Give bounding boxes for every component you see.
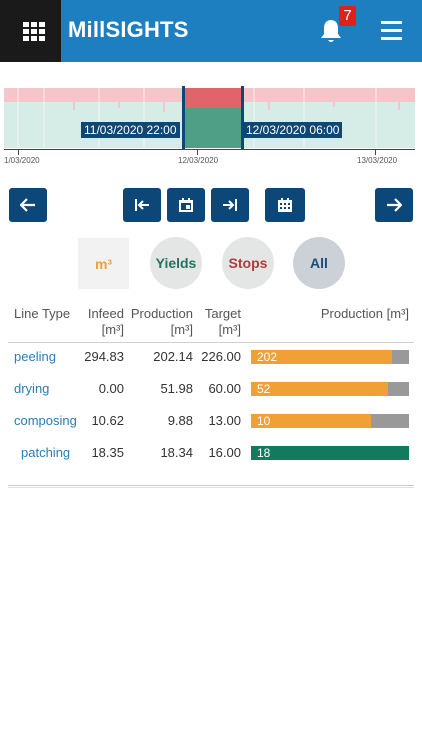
production-bar-label: 18: [257, 446, 271, 460]
column-header-infeed: Infeed: [87, 306, 124, 321]
production-bar: 202: [251, 350, 409, 364]
app-header: MillSIGHTS 7: [0, 0, 422, 62]
skip-start-icon: [135, 199, 149, 211]
bell-icon: [321, 20, 341, 42]
previous-button[interactable]: [9, 188, 47, 222]
production-bar-fill: [251, 414, 372, 428]
timeline-selection[interactable]: [184, 88, 242, 148]
line-type-link[interactable]: composing: [14, 413, 77, 428]
target-value: 16.00: [208, 445, 241, 460]
timeline-axis: [4, 149, 415, 150]
timeline-tick-label: 1/03/2020: [4, 156, 40, 165]
line-type-link[interactable]: peeling: [14, 349, 56, 364]
target-value: 60.00: [208, 381, 241, 396]
production-bar-fill: [251, 446, 409, 460]
timeline-chart[interactable]: 11/03/2020 22:00 12/03/2020 06:00 1/03/2…: [0, 82, 422, 172]
production-bar-label: 202: [257, 350, 278, 364]
calendar-grid-icon: [278, 198, 292, 212]
column-header-infeed-unit: [m³]: [101, 322, 124, 337]
skip-end-icon: [223, 199, 237, 211]
table-footer-divider: [8, 485, 414, 486]
production-value: 51.98: [160, 381, 193, 396]
infeed-value: 18.35: [91, 445, 124, 460]
timeline-tick-label: 13/03/2020: [357, 156, 398, 165]
column-header-production: Production: [130, 306, 193, 321]
filter-all-button[interactable]: All: [293, 237, 345, 289]
notification-badge: 7: [339, 6, 356, 26]
production-bar-label: 10: [257, 414, 271, 428]
calendar-icon: [179, 198, 193, 212]
range-end-label: 12/03/2020 06:00: [243, 122, 343, 138]
timeline-tick-label: 12/03/2020: [178, 156, 219, 165]
notifications-button[interactable]: [320, 18, 342, 44]
column-header-line-type: Line Type: [14, 306, 71, 321]
app-title: MillSIGHTS: [68, 17, 189, 42]
infeed-value: 10.62: [91, 413, 124, 428]
line-type-link[interactable]: drying: [14, 381, 50, 396]
target-value: 13.00: [208, 413, 241, 428]
target-value: 226.00: [201, 349, 241, 364]
jump-to-end-button[interactable]: [211, 188, 249, 222]
infeed-value: 0.00: [98, 381, 124, 396]
table-header-divider: [8, 342, 414, 343]
column-header-production-unit: [m³]: [170, 322, 193, 337]
jump-to-start-button[interactable]: [123, 188, 161, 222]
production-bar-label: 52: [257, 382, 271, 396]
production-value: 18.34: [160, 445, 193, 460]
hamburger-menu-button[interactable]: [381, 21, 403, 41]
line-type-link[interactable]: patching: [21, 445, 71, 460]
production-bar-fill: [251, 350, 393, 364]
filter-stops-button[interactable]: Stops: [222, 237, 274, 289]
filter-yields-button[interactable]: Yields: [150, 237, 202, 289]
production-value: 202.14: [153, 349, 193, 364]
calendar-view-button[interactable]: [265, 188, 305, 222]
timeline-end-handle[interactable]: [241, 86, 244, 150]
production-bar: 52: [251, 382, 409, 396]
timeline-start-handle[interactable]: [182, 86, 185, 150]
next-button[interactable]: [375, 188, 413, 222]
grid-icon: [23, 22, 45, 42]
column-header-production-bar: Production [m³]: [320, 306, 409, 321]
range-start-label: 11/03/2020 22:00: [81, 122, 180, 138]
arrow-left-icon: [20, 198, 35, 212]
filter-volume-button[interactable]: m³: [78, 238, 129, 289]
infeed-value: 294.83: [84, 349, 124, 364]
pick-date-button[interactable]: [167, 188, 205, 222]
production-bar: 10: [251, 414, 409, 428]
arrow-right-icon: [387, 198, 402, 212]
production-value: 9.88: [167, 413, 193, 428]
timeline-bars: [17, 88, 400, 148]
column-header-target-unit: [m³]: [218, 322, 241, 337]
production-bar-fill: [251, 382, 388, 396]
column-header-target: Target: [204, 306, 241, 321]
menu-icon: [381, 21, 402, 24]
apps-menu-button[interactable]: [0, 0, 61, 62]
production-bar: 18: [251, 446, 409, 460]
